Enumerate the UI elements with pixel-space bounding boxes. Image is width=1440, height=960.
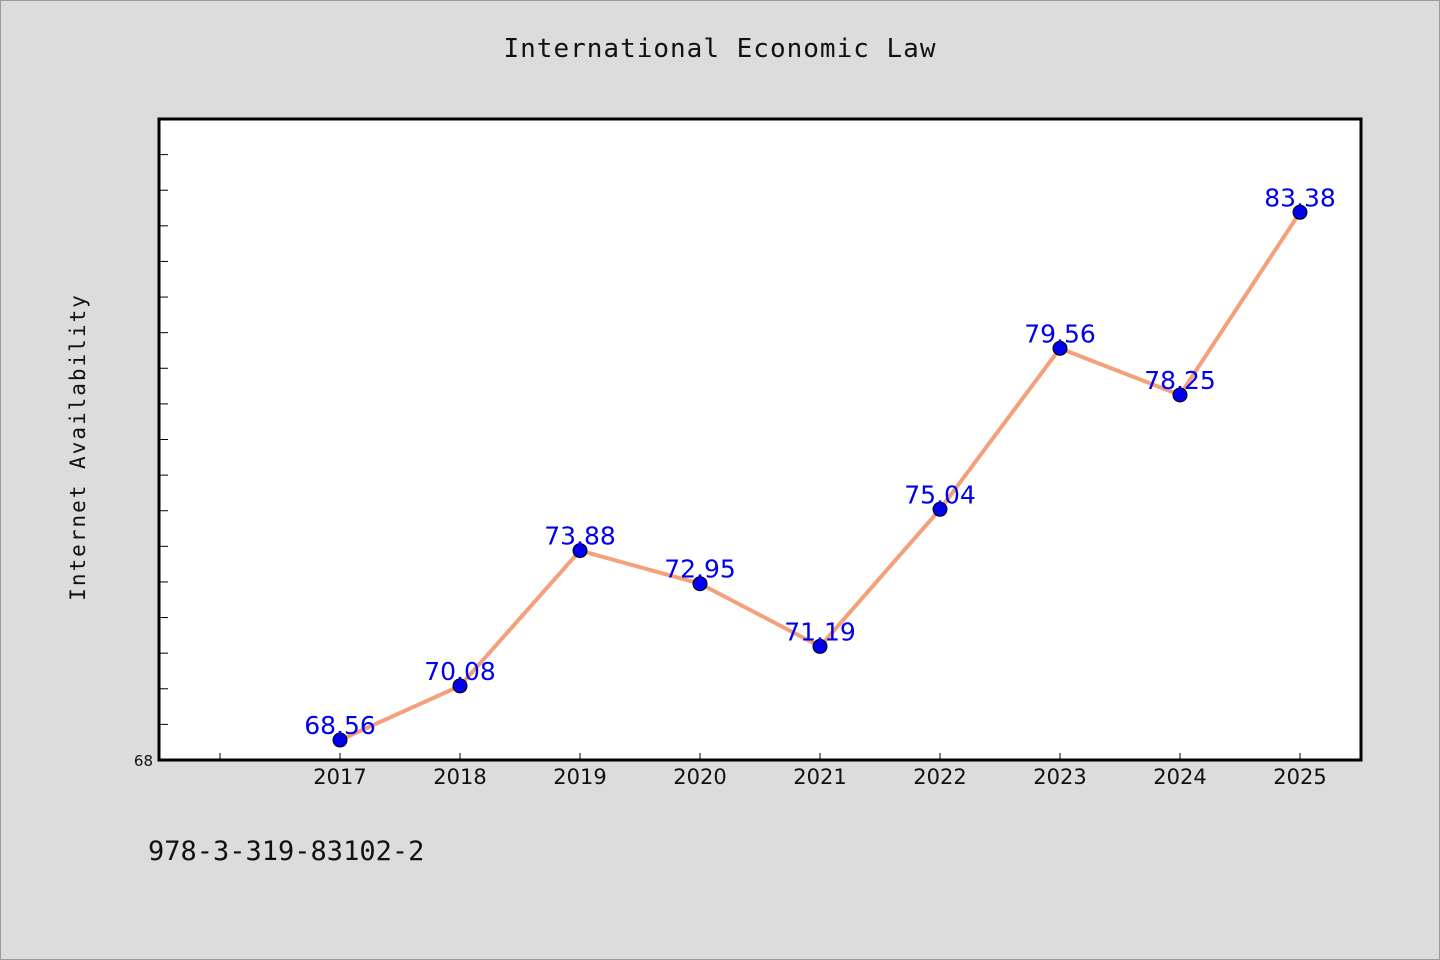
data-label: 68.56 <box>304 711 376 740</box>
y-axis-ticks: 68 <box>134 154 168 770</box>
data-point <box>572 543 588 559</box>
x-tick-label: 2021 <box>793 765 846 789</box>
data-label: 83.38 <box>1264 183 1336 212</box>
data-label: 73.88 <box>544 522 616 551</box>
data-label: 72.95 <box>664 555 736 584</box>
x-tick-label: 2024 <box>1153 765 1206 789</box>
data-point <box>932 501 948 517</box>
data-label: 71.19 <box>784 617 856 646</box>
x-tick-label: 2019 <box>553 765 606 789</box>
x-tick-label: 2020 <box>673 765 726 789</box>
data-label: 79.56 <box>1024 319 1096 348</box>
data-point <box>1172 387 1188 403</box>
chart-title: International Economic Law <box>503 34 937 64</box>
footer-code: 978-3-319-83102-2 <box>148 836 425 867</box>
x-tick-label: 2017 <box>313 765 366 789</box>
data-label: 75.04 <box>904 480 976 509</box>
series-group <box>332 204 1308 748</box>
data-point <box>812 638 828 654</box>
data-point <box>452 678 468 694</box>
plot-area <box>157 117 1363 762</box>
data-label: 78.25 <box>1144 366 1216 395</box>
data-labels: 68.56 70.08 73.88 72.95 71.19 75.04 79.56 78.25… <box>304 183 1336 740</box>
data-point <box>1292 204 1308 220</box>
x-tick-label: 2018 <box>433 765 486 789</box>
data-point <box>332 732 348 748</box>
y-tick-label: 68 <box>134 752 153 770</box>
data-point <box>1052 340 1068 356</box>
x-tick-label: 2022 <box>913 765 966 789</box>
data-label: 70.08 <box>424 657 496 686</box>
x-tick-label: 2023 <box>1033 765 1086 789</box>
data-point <box>692 576 708 592</box>
x-tick-label: 2025 <box>1273 765 1326 789</box>
x-axis-ticks: 2017 2018 2019 2020 2021 2022 2023 2024 2025 <box>219 753 1327 789</box>
